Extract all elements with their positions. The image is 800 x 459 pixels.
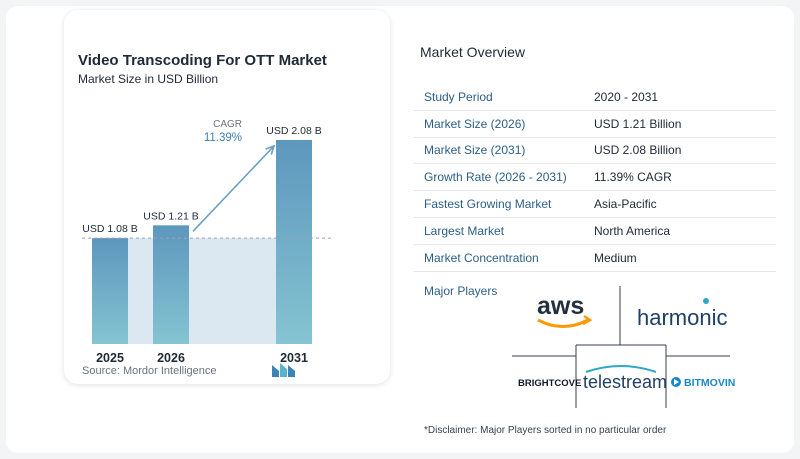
bitmovin-logo-text: BITMOVIN bbox=[684, 377, 735, 389]
x-tick-label: 2031 bbox=[280, 351, 308, 365]
brightcove-logo-icon: BRIGHTCOVE bbox=[518, 378, 581, 389]
table-row: Market Concentration Medium bbox=[414, 245, 776, 272]
aws-logo-icon: aws bbox=[537, 292, 593, 328]
table-row: Market Size (2031) USD 2.08 Billion bbox=[414, 138, 776, 165]
table-row: Market Size (2026) USD 1.21 Billion bbox=[414, 111, 776, 138]
harmonic-logo-icon: harmonic bbox=[637, 298, 727, 330]
row-value: USD 1.21 Billion bbox=[594, 116, 682, 131]
chart-card: Video Transcoding For OTT Market Market … bbox=[64, 10, 390, 384]
overview-table: Study Period 2020 - 2031 Market Size (20… bbox=[414, 84, 776, 272]
row-value: North America bbox=[594, 223, 671, 238]
row-value: 11.39% CAGR bbox=[594, 170, 672, 185]
x-tick-label: 2026 bbox=[157, 351, 185, 365]
row-key: Largest Market bbox=[424, 223, 505, 238]
telestream-logo-icon: telestream bbox=[583, 365, 667, 392]
major-players-label: Major Players bbox=[424, 284, 498, 298]
row-value: USD 2.08 Billion bbox=[594, 143, 682, 158]
table-row: Largest Market North America bbox=[414, 218, 776, 245]
bar-2026 bbox=[153, 225, 189, 344]
bitmovin-logo-icon: BITMOVIN bbox=[671, 377, 735, 389]
cagr-label: CAGR bbox=[213, 119, 242, 130]
cagr-value: 11.39% bbox=[204, 132, 242, 144]
data-label: USD 2.08 B bbox=[266, 125, 321, 137]
cagr-arrow bbox=[192, 145, 275, 232]
chart-title: Video Transcoding For OTT Market bbox=[78, 52, 327, 69]
row-value: 2020 - 2031 bbox=[594, 89, 659, 104]
row-key: Market Size (2026) bbox=[424, 116, 526, 131]
harmonic-logo-text: harmonic bbox=[637, 305, 727, 330]
bar-chart: USD 1.08 B USD 1.21 B USD 2.08 B 2025 2026 20… bbox=[82, 119, 332, 365]
bar-2025 bbox=[92, 238, 128, 344]
x-tick-label: 2025 bbox=[96, 351, 124, 365]
mordor-logo-icon bbox=[272, 363, 295, 377]
aws-logo-text: aws bbox=[537, 292, 584, 320]
cagr-arrowhead bbox=[265, 144, 276, 155]
row-key: Market Concentration bbox=[424, 250, 539, 265]
bar-2031 bbox=[276, 140, 312, 344]
baseline-band bbox=[128, 238, 276, 344]
data-label: USD 1.21 B bbox=[143, 210, 198, 222]
data-label: USD 1.08 B bbox=[82, 223, 137, 235]
row-key: Market Size (2031) bbox=[424, 143, 526, 158]
brightcove-logo-text: BRIGHTCOVE bbox=[518, 378, 581, 389]
telestream-logo-text: telestream bbox=[583, 372, 667, 392]
row-key: Study Period bbox=[424, 89, 493, 104]
table-row: Growth Rate (2026 - 2031) 11.39% CAGR bbox=[414, 164, 776, 192]
row-value: Asia-Pacific bbox=[594, 197, 657, 212]
table-row: Fastest Growing Market Asia-Pacific bbox=[414, 191, 776, 218]
chart-subtitle: Market Size in USD Billion bbox=[78, 72, 219, 86]
row-value: Medium bbox=[594, 250, 637, 265]
row-key: Fastest Growing Market bbox=[424, 197, 552, 212]
table-row: Study Period 2020 - 2031 bbox=[414, 84, 776, 111]
disclaimer-note: *Disclaimer: Major Players sorted in no … bbox=[424, 425, 667, 436]
row-key: Growth Rate (2026 - 2031) bbox=[424, 170, 567, 185]
source-note: Source: Mordor Intelligence bbox=[82, 365, 217, 377]
market-overview-title: Market Overview bbox=[420, 44, 526, 60]
